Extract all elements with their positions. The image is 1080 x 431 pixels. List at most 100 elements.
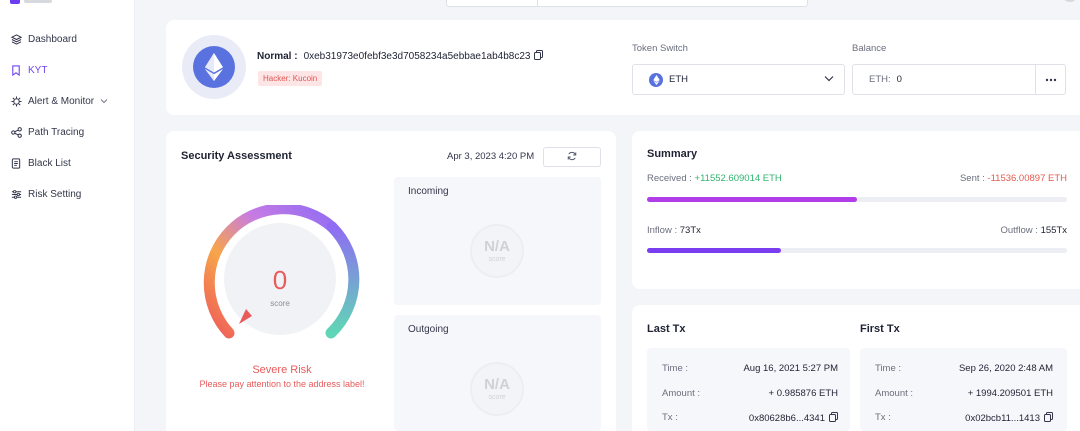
sidebar-item-label: Alert & Monitor (28, 95, 95, 107)
balance-currency: ETH: (869, 74, 891, 85)
bookmark-icon (10, 64, 22, 76)
first-tx-title: First Tx (860, 323, 900, 335)
sliders-icon (10, 188, 22, 200)
sent-value: -11536.00897 ETH (987, 173, 1067, 184)
na-caption: score (488, 256, 506, 263)
refresh-icon (567, 148, 577, 166)
sidebar-item-path-tracing[interactable]: Path Tracing (10, 123, 84, 141)
outflow-label: Outflow : (1000, 225, 1038, 236)
risk-note: Please pay attention to the address labe… (199, 379, 365, 389)
copy-icon[interactable] (829, 412, 838, 425)
address-header-card: Normal : 0xeb31973e0febf3e3d7058234a5ebb… (166, 20, 1080, 115)
alert-gear-icon (10, 95, 22, 107)
balance-field: ETH: 0 (852, 64, 1066, 95)
balance-value: 0 (896, 74, 902, 85)
incoming-label: Incoming (408, 186, 449, 197)
received-row: Received : +11552.609014 ETH (647, 173, 782, 184)
chevron-down-icon (824, 74, 834, 85)
section-title: Security Assessment (181, 150, 292, 162)
logo (10, 0, 20, 4)
received-sent-bar (647, 197, 1067, 202)
sidebar-item-label: Black List (28, 157, 71, 169)
copy-icon[interactable] (534, 50, 544, 63)
first-tx-hash-row: 0x02bcb11...1413 (965, 412, 1053, 425)
tx-label: Tx : (662, 412, 678, 423)
divider (537, 0, 538, 6)
received-label: Received : (647, 173, 692, 184)
address-status-label: Normal : (257, 51, 298, 62)
amount-label: Amount : (662, 388, 701, 399)
incoming-panel: Incoming N/A score (394, 177, 601, 305)
security-assessment-card: Security Assessment Apr 3, 2023 4:20 PM (166, 131, 616, 431)
logo-text-fragment (24, 0, 52, 3)
last-tx-time: Aug 16, 2021 5:27 PM (743, 363, 838, 374)
inflow-bar-fill (647, 248, 782, 253)
risk-score-value: 0 (272, 265, 288, 295)
inflow-outflow-bar (647, 248, 1067, 253)
sidebar-item-label: Path Tracing (28, 126, 85, 138)
inflow-row: Inflow : 73Tx (647, 225, 701, 236)
risk-score-caption: score (270, 299, 290, 308)
copy-icon[interactable] (1044, 412, 1053, 425)
last-tx-title: Last Tx (647, 323, 686, 335)
outflow-value: 155Tx (1040, 225, 1067, 236)
address-label-tag: Hacker: Kucoin (258, 71, 323, 86)
token-switch-value: ETH (669, 74, 688, 85)
chevron-down-icon[interactable] (100, 97, 108, 106)
last-tx-hash-row: 0x80628b6...4341 (749, 412, 838, 425)
sidebar: Dashboard KYT Alert & Monitor Path Traci… (0, 0, 135, 431)
last-tx-hash[interactable]: 0x80628b6...4341 (748, 413, 825, 424)
token-switch-select[interactable]: ETH (632, 64, 845, 95)
outflow-row: Outflow : 155Tx (1000, 225, 1067, 236)
na-text: N/A (484, 238, 510, 255)
tx-label: Tx : (875, 412, 891, 423)
sent-row: Sent : -11536.00897 ETH (960, 173, 1067, 184)
sidebar-item-label: KYT (28, 64, 48, 76)
eth-logo-badge (182, 35, 246, 99)
inflow-label: Inflow : (647, 225, 678, 236)
ethereum-icon (193, 46, 235, 88)
incoming-score-placeholder: N/A score (470, 224, 524, 278)
sidebar-item-risk-setting[interactable]: Risk Setting (10, 185, 81, 203)
avatar[interactable] (1064, 0, 1076, 2)
sidebar-item-alert-monitor[interactable]: Alert & Monitor (10, 92, 108, 110)
balance-label: Balance (852, 43, 887, 54)
inflow-value: 73Tx (679, 225, 701, 236)
sidebar-item-kyt[interactable]: KYT (10, 61, 47, 79)
last-tx-amount: + 0.985876 ETH (768, 388, 838, 399)
search-bar[interactable] (446, 0, 808, 7)
summary-card: Summary Received : +11552.609014 ETH Sen… (632, 131, 1080, 289)
outgoing-label: Outgoing (408, 324, 449, 335)
sidebar-item-label: Risk Setting (28, 188, 82, 200)
ethereum-icon (649, 72, 663, 87)
risk-score-gauge: 0 score (200, 203, 360, 345)
sidebar-item-dashboard[interactable]: Dashboard (10, 30, 77, 48)
transactions-card: Last Tx First Tx Time : Aug 16, 2021 5:2… (632, 305, 1080, 431)
received-bar-fill (647, 197, 857, 202)
first-tx-amount: + 1994.209501 ETH (967, 388, 1053, 399)
first-tx-time: Sep 26, 2020 2:48 AM (958, 363, 1053, 374)
assessment-date: Apr 3, 2023 4:20 PM (447, 151, 535, 162)
sidebar-item-black-list[interactable]: Black List (10, 154, 71, 172)
more-options-button[interactable] (1035, 65, 1065, 94)
first-tx-panel: Time : Sep 26, 2020 2:48 AM Amount : + 1… (860, 348, 1067, 431)
graph-icon (10, 126, 22, 138)
last-tx-panel: Time : Aug 16, 2021 5:27 PM Amount : + 0… (647, 348, 850, 431)
token-switch-label: Token Switch (632, 43, 688, 54)
received-value: +11552.609014 ETH (694, 173, 782, 184)
address-row: Normal : 0xeb31973e0febf3e3d7058234a5ebb… (257, 50, 544, 63)
first-tx-hash[interactable]: 0x02bcb11...1413 (965, 413, 1040, 424)
outgoing-score-placeholder: N/A score (470, 362, 524, 416)
amount-label: Amount : (875, 388, 914, 399)
wallet-address: 0xeb31973e0febf3e3d7058234a5ebbae1ab4b8c… (303, 51, 531, 62)
section-title: Summary (647, 148, 698, 160)
risk-level: Severe Risk (252, 364, 312, 376)
refresh-button[interactable] (543, 147, 601, 167)
document-icon (10, 157, 22, 169)
time-label: Time : (662, 363, 689, 374)
outgoing-panel: Outgoing N/A score (394, 315, 601, 431)
time-label: Time : (875, 363, 902, 374)
na-caption: score (488, 394, 506, 401)
na-text: N/A (484, 376, 510, 393)
sent-label: Sent : (959, 173, 985, 184)
